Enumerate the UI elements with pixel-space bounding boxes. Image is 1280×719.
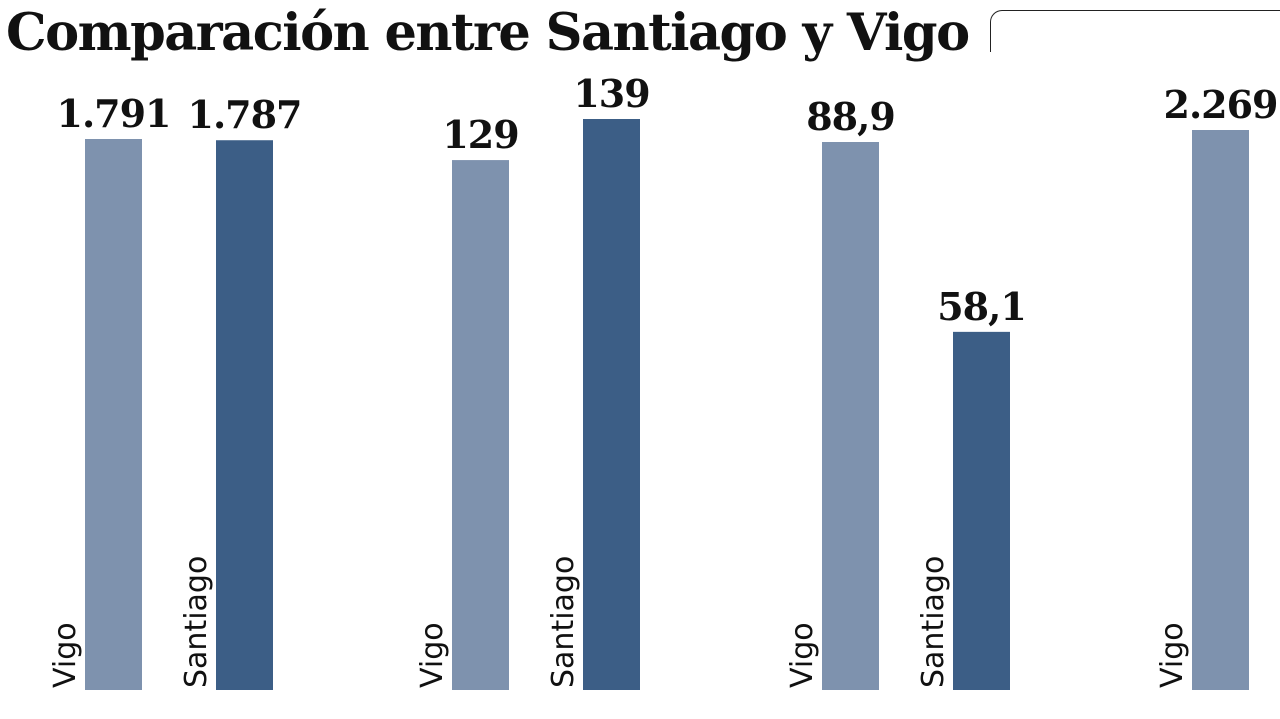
bar-santiago-2 [583,119,640,690]
title-rule-decoration [990,10,1280,52]
category-label: Vigo [415,622,450,688]
category-label: Santiago [546,556,581,688]
bar-value-label: 2.269 [1164,82,1278,127]
bar-value-label: 88,9 [806,94,895,139]
category-label: Vigo [785,622,820,688]
bar-value-label: 58,1 [937,284,1026,329]
bar-santiago-1 [216,140,273,690]
bar-value-label: 1.791 [57,91,171,136]
category-label: Santiago [916,556,951,688]
bar-vigo-2 [452,160,509,691]
bar-value-label: 129 [442,112,518,157]
category-label: Santiago [179,556,214,688]
category-label: Vigo [1155,622,1190,688]
bar-vigo-1 [85,139,142,690]
bar-santiago-3 [953,331,1010,690]
bar-value-label: 139 [573,71,649,116]
chart-title: Comparación entre Santiago y Vigo [6,3,970,63]
bar-vigo-3 [822,142,879,690]
bar-value-label: 1.787 [188,92,302,137]
category-label: Vigo [48,622,83,688]
bar-vigo-4 [1192,130,1249,690]
